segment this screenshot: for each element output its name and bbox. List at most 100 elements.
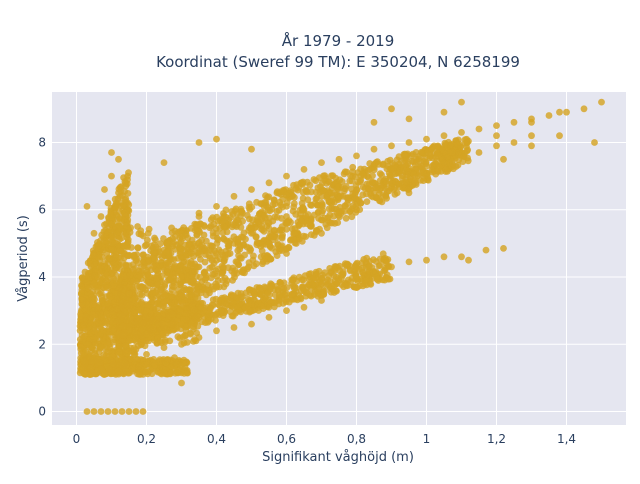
data-point — [108, 213, 116, 221]
data-point — [440, 132, 448, 140]
data-point — [388, 142, 395, 150]
data-point — [169, 235, 176, 243]
data-point — [125, 408, 133, 415]
data-point — [94, 273, 101, 281]
data-point — [108, 282, 116, 289]
data-point — [81, 268, 89, 276]
data-point — [446, 159, 454, 167]
data-point — [129, 278, 137, 286]
data-point — [144, 236, 151, 244]
data-point — [419, 169, 427, 177]
data-point — [170, 283, 178, 291]
data-point — [277, 201, 285, 209]
data-point — [99, 327, 107, 335]
data-point — [143, 361, 150, 368]
data-point — [213, 256, 220, 264]
data-point — [160, 324, 168, 331]
data-point — [102, 317, 110, 325]
data-point — [113, 305, 121, 313]
data-point — [436, 163, 444, 171]
data-point — [92, 266, 99, 274]
data-point — [190, 306, 198, 314]
x-tick-label: 1,4 — [557, 432, 576, 446]
data-point — [556, 132, 563, 140]
data-point — [475, 125, 483, 133]
data-point — [528, 118, 535, 126]
data-point — [83, 203, 91, 210]
data-point — [417, 162, 425, 170]
data-point — [168, 255, 176, 263]
data-point — [77, 316, 84, 323]
data-point — [290, 200, 298, 207]
data-point — [223, 228, 231, 236]
data-point — [230, 324, 238, 331]
data-point — [493, 132, 500, 140]
data-point — [180, 224, 188, 232]
data-point — [187, 330, 195, 338]
y-tick-label: 8 — [38, 135, 46, 149]
data-point — [221, 298, 229, 305]
data-point — [265, 297, 273, 304]
data-point — [563, 108, 570, 116]
data-point — [510, 139, 518, 146]
data-point — [115, 348, 123, 355]
data-point — [213, 250, 220, 257]
data-point — [405, 258, 413, 266]
data-point — [240, 241, 248, 249]
data-point — [248, 145, 255, 153]
data-point — [458, 152, 465, 160]
data-point — [259, 226, 266, 234]
data-point — [238, 208, 246, 216]
data-point — [370, 145, 378, 153]
data-point — [283, 307, 290, 314]
data-point — [248, 300, 255, 308]
data-point — [177, 262, 184, 269]
data-point — [160, 344, 168, 351]
data-point — [125, 225, 132, 233]
data-point — [265, 193, 273, 201]
data-point — [193, 290, 201, 298]
data-point — [119, 322, 127, 330]
data-point — [110, 275, 117, 282]
data-point — [115, 189, 122, 197]
chart-title-line: År 1979 - 2019 — [282, 31, 395, 50]
data-point — [352, 260, 360, 268]
data-point — [409, 150, 417, 158]
data-point — [341, 185, 349, 193]
data-point — [284, 219, 291, 227]
data-point — [405, 169, 413, 177]
data-point — [145, 257, 153, 265]
data-point — [365, 174, 372, 181]
data-point — [178, 340, 185, 348]
data-point — [248, 203, 256, 211]
data-point — [144, 230, 152, 237]
data-point — [116, 235, 123, 243]
data-point — [264, 289, 272, 297]
data-point — [222, 206, 230, 214]
y-tick-label: 2 — [38, 337, 46, 351]
data-point — [229, 276, 237, 284]
data-point — [405, 189, 413, 197]
data-point — [198, 242, 206, 250]
data-point — [213, 135, 220, 143]
data-point — [157, 357, 164, 365]
data-point — [360, 256, 368, 263]
data-point — [528, 132, 535, 140]
data-point — [140, 319, 148, 327]
data-point — [353, 284, 360, 291]
data-point — [197, 304, 205, 312]
data-point — [87, 290, 94, 298]
data-point — [367, 281, 375, 288]
data-point — [168, 229, 176, 237]
data-point — [226, 250, 234, 257]
data-point — [271, 299, 279, 307]
data-point — [300, 303, 308, 311]
data-point — [270, 196, 278, 204]
data-point — [318, 297, 325, 304]
data-point — [127, 355, 134, 363]
data-point — [84, 284, 91, 292]
data-point — [248, 229, 255, 237]
data-point — [283, 213, 290, 220]
data-point — [156, 262, 164, 269]
data-point — [160, 369, 168, 377]
